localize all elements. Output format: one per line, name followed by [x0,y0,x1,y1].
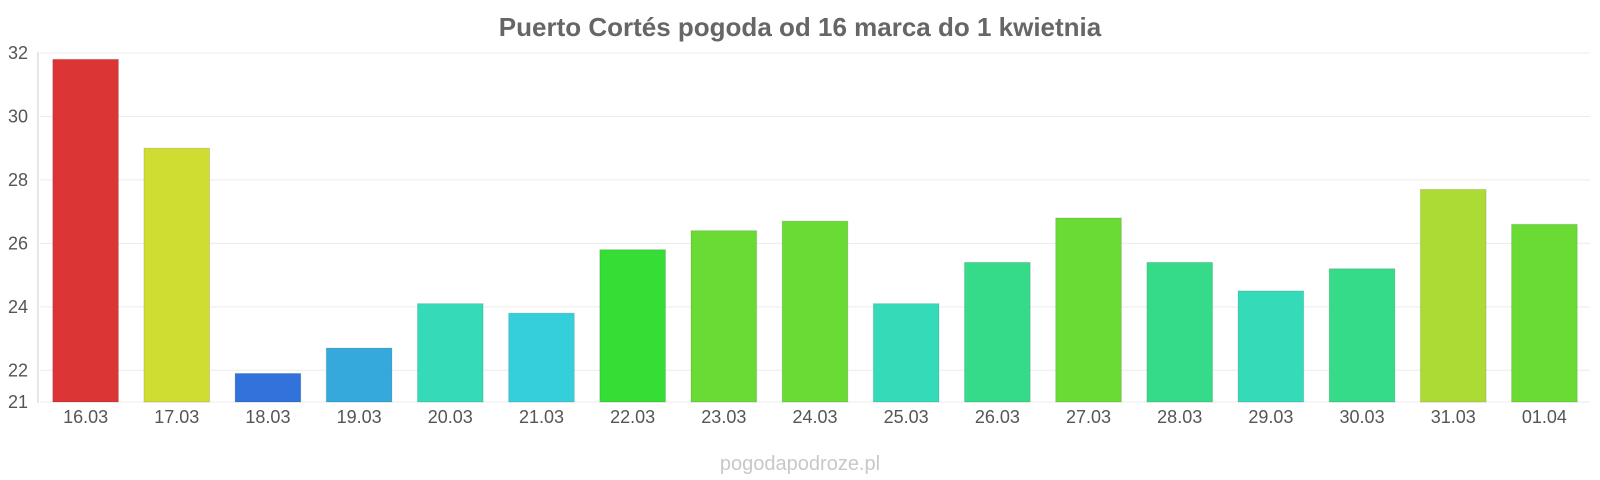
x-tick-label: 16.03 [63,407,108,427]
x-tick-label: 28.03 [1157,407,1202,427]
x-tick-label: 29.03 [1248,407,1293,427]
bar-19.03 [325,347,393,403]
y-tick-label: 21 [8,392,28,412]
chart-title: Puerto Cortés pogoda od 16 marca do 1 kw… [499,12,1102,42]
x-tick-label: 18.03 [245,407,290,427]
bar-25.03 [872,303,940,403]
x-tick-label: 26.03 [975,407,1020,427]
bar-31.03 [1419,188,1487,403]
y-tick-label: 22 [8,360,28,380]
x-tick-label: 30.03 [1340,407,1385,427]
bar-18.03 [234,372,302,403]
bar-30.03 [1328,268,1396,403]
x-tick-label: 31.03 [1431,407,1476,427]
x-tick-label: 24.03 [792,407,837,427]
bar-23.03 [690,230,758,403]
x-tick-label: 20.03 [428,407,473,427]
bar-28.03 [1146,261,1214,403]
y-tick-label: 26 [8,233,28,253]
bar-29.03 [1237,290,1305,403]
bar-27.03 [1055,217,1122,403]
x-axis: 16.03 17.03 18.03 19.03 20.03 21.03 22.03 23.03… [63,407,1567,427]
bar-01.04 [1511,223,1578,403]
x-tick-label: 19.03 [337,407,382,427]
bar-24.03 [781,220,849,403]
y-tick-label: 32 [8,43,28,63]
bars [52,58,1578,403]
watermark: pogodapodroze.pl [720,453,880,475]
x-tick-label: 17.03 [154,407,199,427]
bar-16.03 [52,58,119,403]
y-tick-label: 30 [8,106,28,126]
x-tick-label: 01.04 [1522,407,1567,427]
y-tick-label: 28 [8,170,28,190]
bar-26.03 [964,261,1031,403]
x-tick-label: 27.03 [1066,407,1111,427]
x-tick-label: 22.03 [610,407,655,427]
y-axis: 32 30 28 26 24 22 21 [8,43,28,412]
bar-22.03 [599,249,666,403]
x-tick-label: 21.03 [519,407,564,427]
bar-20.03 [416,303,484,403]
bar-17.03 [143,147,211,403]
bar-21.03 [508,312,575,403]
x-tick-label: 23.03 [701,407,746,427]
x-tick-label: 25.03 [884,407,929,427]
y-tick-label: 24 [8,297,28,317]
